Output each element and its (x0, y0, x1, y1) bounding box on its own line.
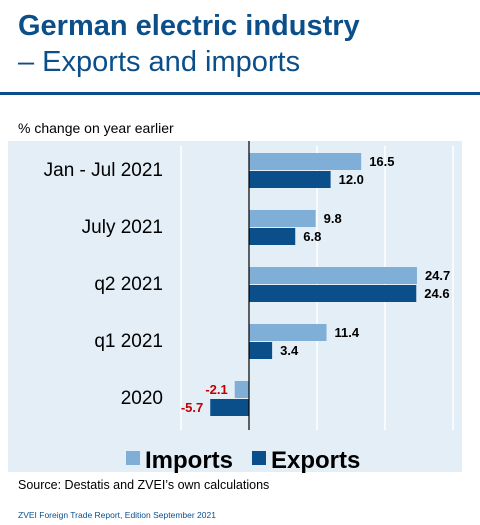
plot-area (8, 141, 462, 472)
imports-bar (249, 267, 417, 284)
page-title: German electric industry (18, 10, 360, 42)
imports-bar (249, 210, 316, 227)
imports-bar (249, 324, 327, 341)
data-label: 12.0 (339, 172, 364, 187)
unit-label: % change on year earlier (18, 120, 174, 136)
page-subtitle: – Exports and imports (18, 46, 301, 78)
exports-bar (210, 399, 249, 416)
data-label: -5.7 (181, 400, 203, 415)
category-label: 2020 (121, 388, 163, 409)
category-label: July 2021 (82, 217, 163, 238)
legend-label-exports: Exports (271, 447, 360, 474)
data-label: 24.6 (424, 286, 449, 301)
legend-swatch-exports (252, 451, 266, 465)
data-label: 11.4 (335, 325, 360, 340)
data-label: 3.4 (280, 343, 299, 358)
data-label: 24.7 (425, 268, 450, 283)
exports-bar (249, 342, 273, 359)
data-label: 9.8 (324, 211, 342, 226)
category-label: q2 2021 (94, 274, 163, 295)
exports-bar (249, 285, 417, 302)
data-label: 6.8 (303, 229, 321, 244)
legend-label-imports: Imports (145, 447, 233, 474)
title-divider (0, 92, 480, 95)
legend-swatch-imports (126, 451, 140, 465)
exports-bar (249, 171, 331, 188)
category-label: q1 2021 (94, 331, 163, 352)
category-label: Jan - Jul 2021 (44, 160, 163, 181)
imports-bar (234, 381, 249, 398)
footer-note: ZVEI Foreign Trade Report, Edition Septe… (18, 510, 216, 520)
source-note: Source: Destatis and ZVEI’s own calculat… (18, 478, 270, 492)
imports-bar (249, 153, 362, 170)
data-label: -2.1 (205, 382, 227, 397)
data-label: 16.5 (369, 154, 394, 169)
exports-bar (249, 228, 296, 245)
